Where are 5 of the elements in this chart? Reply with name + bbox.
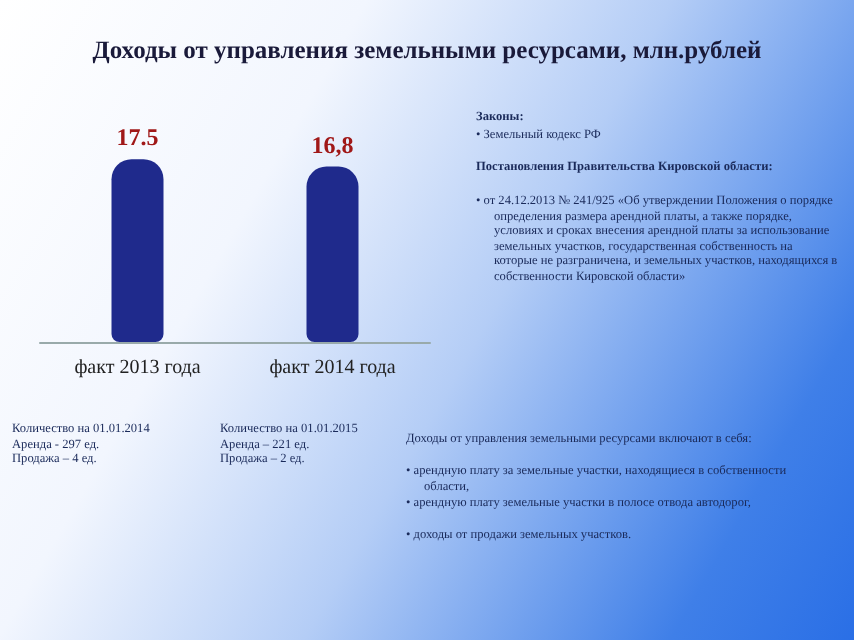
data-label: 16,8 <box>311 130 354 159</box>
x-tick-label: факт 2013 года <box>74 357 202 379</box>
x-tick-label: факт 2014 года <box>269 357 397 379</box>
chart-title: Доходы от управления земельными ресурсами, млн.рублей <box>90 36 764 66</box>
data-label: 17.5 <box>116 123 159 152</box>
